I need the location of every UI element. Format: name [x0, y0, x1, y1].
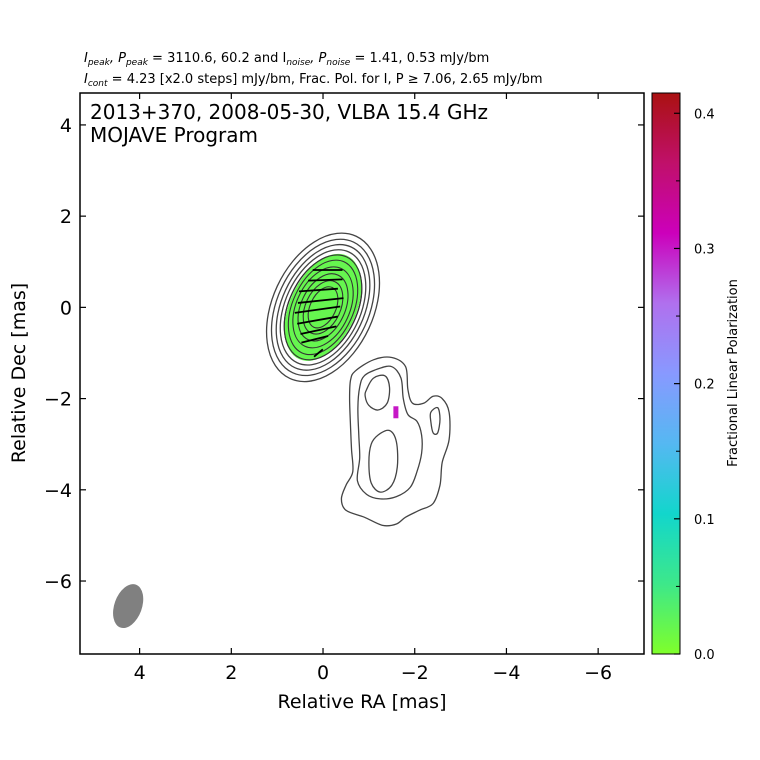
annotation-line2: MOJAVE Program: [90, 123, 258, 147]
annotation-line1: 2013+370, 2008-05-30, VLBA 15.4 GHz: [90, 100, 488, 124]
evpa-tick: [308, 278, 343, 282]
evpa-tick: [297, 315, 338, 325]
evpa-tick: [301, 335, 329, 344]
jet-contour: [340, 356, 451, 527]
x-axis-label: Relative RA [mas]: [277, 691, 446, 713]
jet-contour: [368, 429, 399, 493]
y-tick-label: 4: [60, 115, 72, 137]
evpa-tick: [313, 348, 324, 358]
polarized-knot: [393, 406, 399, 419]
evpa-tick: [298, 287, 338, 293]
colorbar-tick-label: 0.0: [694, 648, 715, 663]
y-axis-ticks: 4 2 0 −2 −4 −6: [44, 115, 644, 593]
y-tick-label: 2: [60, 206, 72, 228]
plot-frame: [79, 92, 645, 655]
core-contour: [279, 249, 367, 366]
y-tick-label: −4: [44, 480, 72, 502]
colorbar-label: Fractional Linear Polarization: [726, 279, 741, 467]
core-contour-inner: [287, 259, 359, 356]
jet-contour: [364, 374, 391, 411]
beam-layer: [113, 584, 144, 629]
evpa-tick: [300, 325, 337, 335]
plot-area: [113, 232, 451, 629]
jet-contour: [356, 365, 423, 500]
x-tick-label: 2: [225, 662, 237, 684]
core-contour-inner: [292, 266, 354, 349]
x-tick-label: 0: [317, 662, 329, 684]
colorbar: [651, 92, 681, 655]
chart-title-line1: Ipeak, Ppeak = 3110.6, 60.2 and Inoise, …: [84, 51, 489, 68]
colorbar-tick-label: 0.2: [694, 378, 715, 393]
y-tick-label: −6: [44, 571, 72, 593]
core-contour: [275, 243, 371, 371]
core-contour-inner: [283, 254, 363, 361]
core-contour-inner: [302, 280, 344, 335]
jet-contour: [429, 406, 441, 436]
evpa-tick: [297, 297, 344, 304]
polarization-core-region: [284, 253, 362, 361]
core-contour: [265, 232, 381, 383]
colorbar-tick-label: 0.3: [694, 242, 715, 257]
colorbar-tick-label: 0.1: [694, 513, 715, 528]
core-contour: [270, 238, 376, 377]
colorbar-tick-label: 0.4: [694, 107, 715, 122]
y-tick-label: −2: [44, 389, 72, 411]
evpa-tick: [294, 305, 341, 314]
chart-title-line2: Icont = 4.23 [x2.0 steps] mJy/bm, Frac. …: [84, 72, 543, 89]
x-tick-label: −4: [492, 662, 520, 684]
beam-ellipse: [113, 584, 144, 629]
x-axis-ticks: 4 2 0 −2 −4 −6: [134, 93, 612, 684]
x-tick-label: −6: [584, 662, 612, 684]
y-axis-label: Relative Dec [mas]: [8, 283, 30, 463]
x-tick-label: 4: [134, 662, 146, 684]
y-tick-label: 0: [60, 297, 72, 319]
polarization-layer: [283, 253, 399, 419]
colorbar-ticks: 0.0 0.1 0.2 0.3 0.4: [674, 107, 715, 663]
evpa-tick-layer: [294, 269, 344, 358]
core-contour-inner: [297, 273, 349, 342]
x-tick-label: −2: [401, 662, 429, 684]
